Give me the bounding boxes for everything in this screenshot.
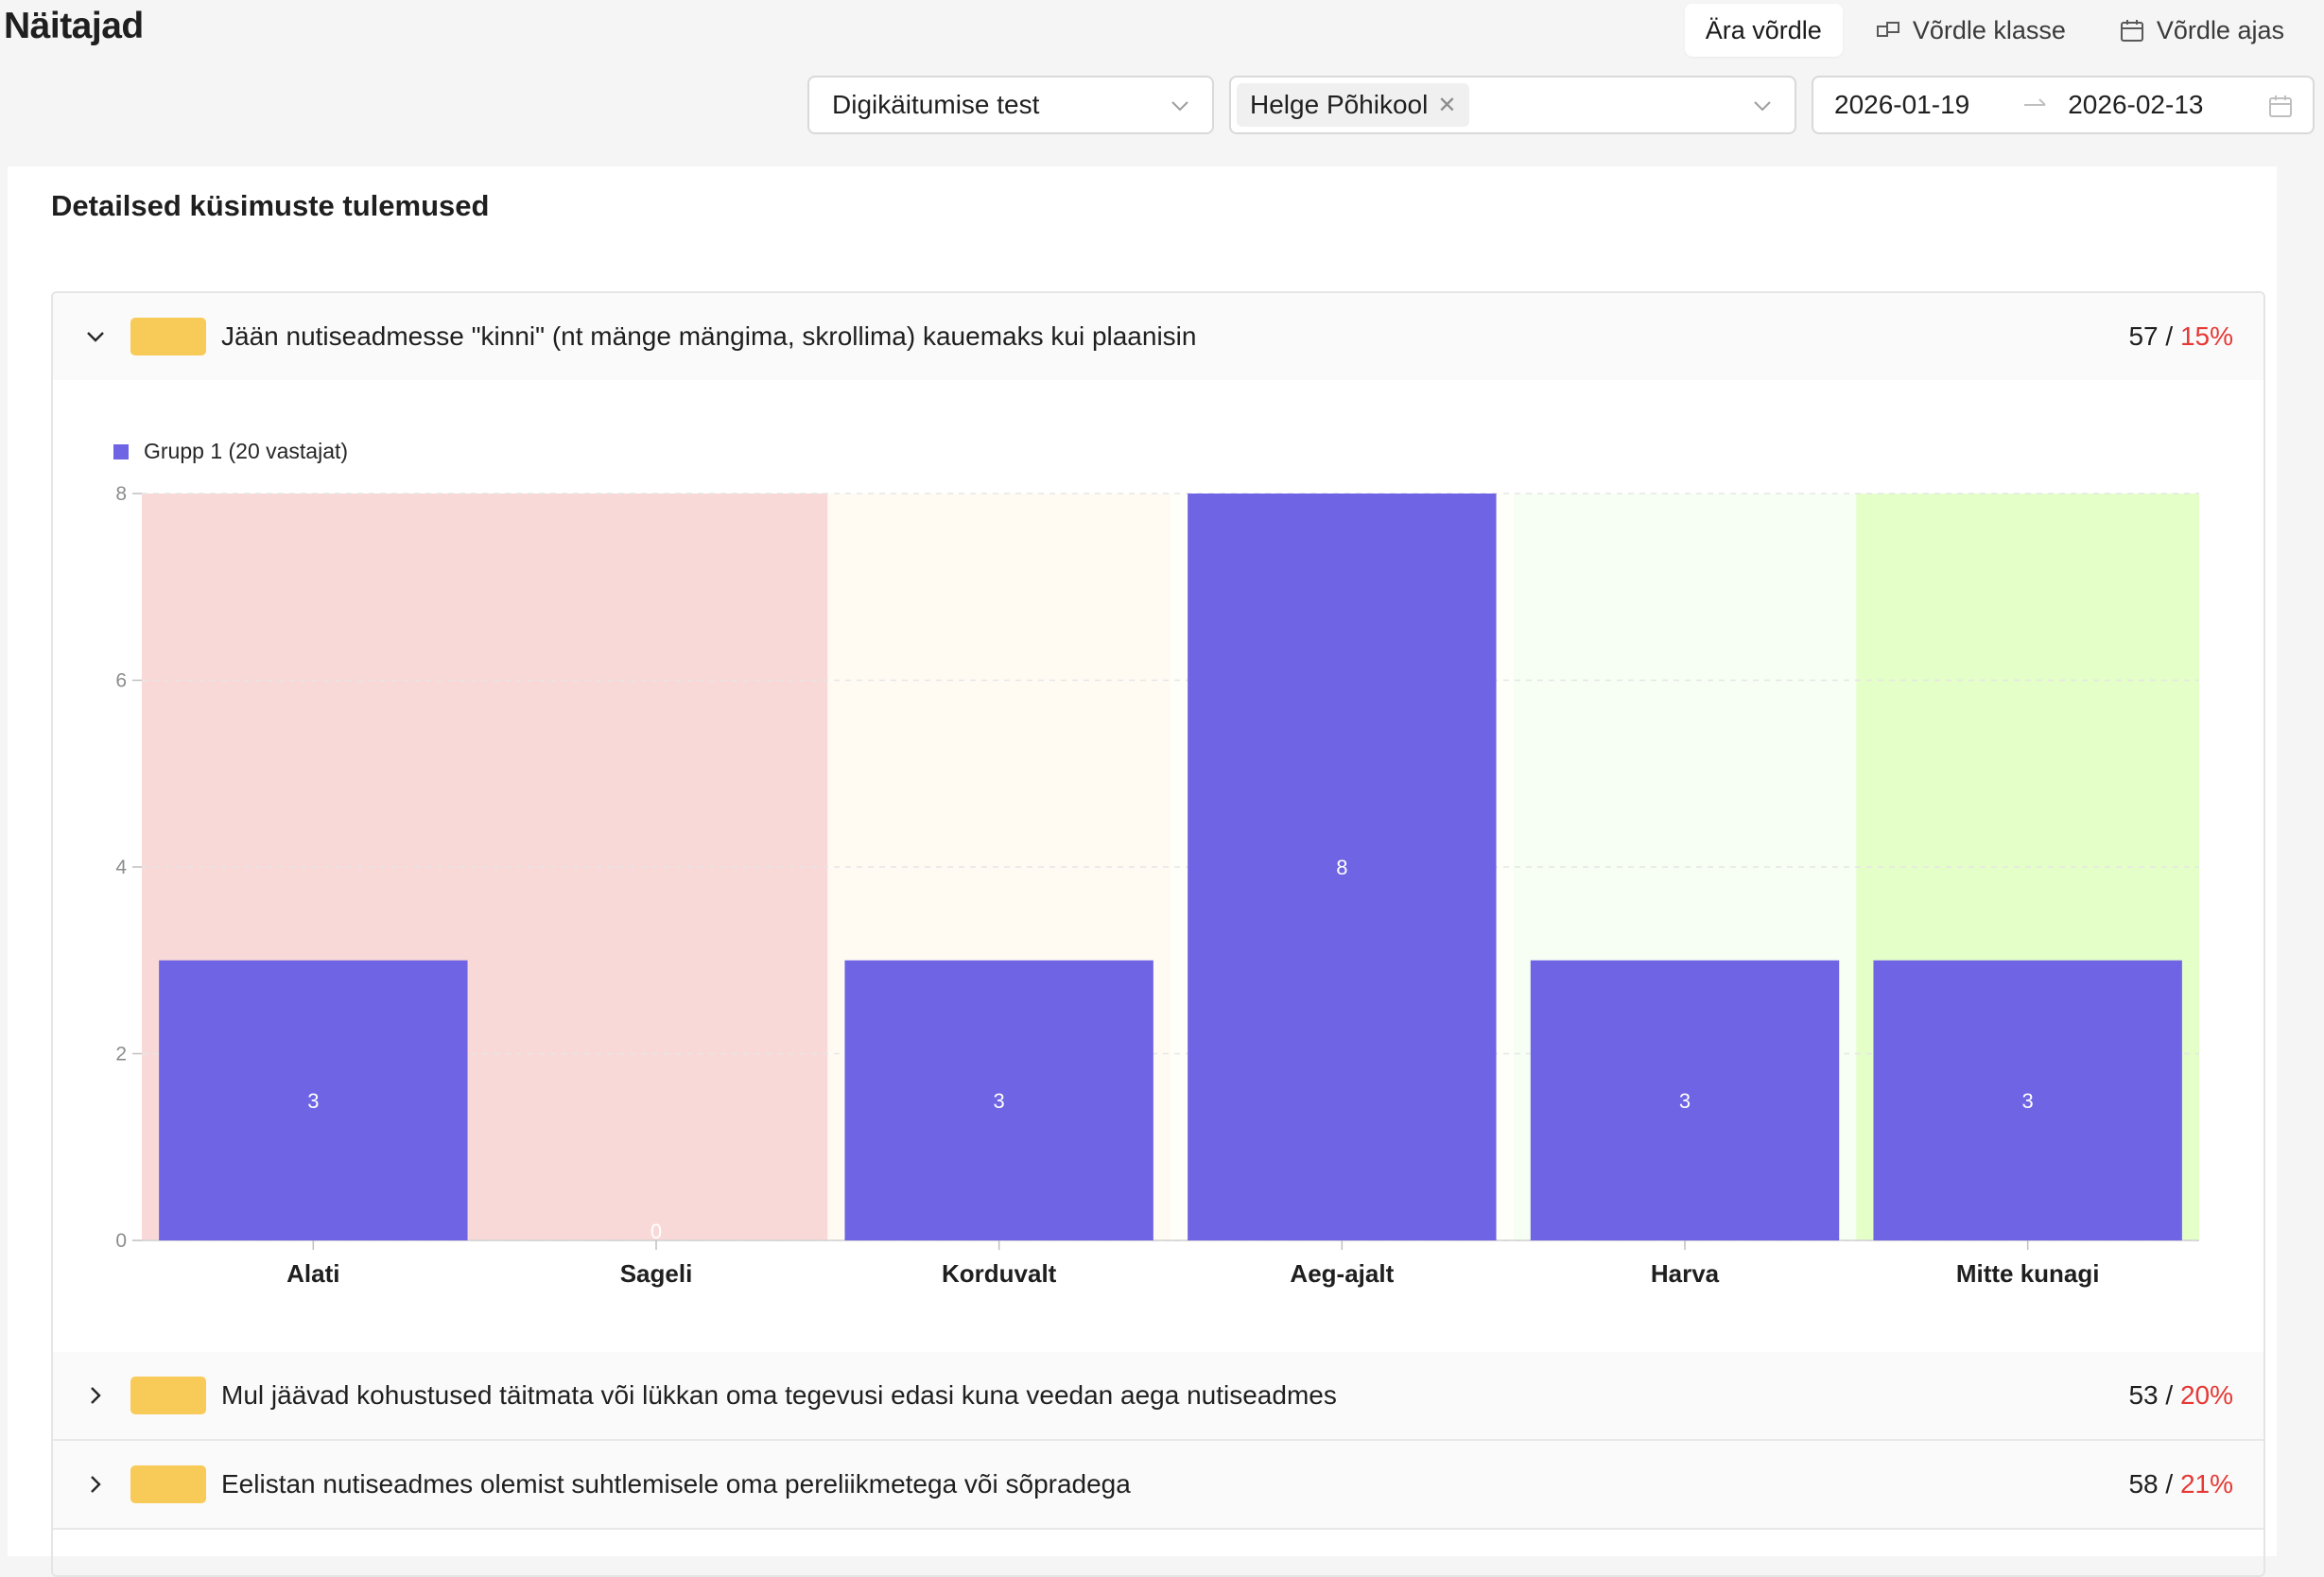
question-text: Mul jäävad kohustused täitmata või lükka… [221,1380,1337,1410]
no-compare-button[interactable]: Ära võrdle [1684,4,1843,57]
filter-bar: Digikäitumise test Helge Põhikool ✕ 2026… [0,76,2324,136]
question-score: 53 / 20% [2128,1380,2233,1410]
question-text: Jään nutiseadmesse "kinni" (nt mänge män… [221,321,1197,351]
calendar-icon [2269,95,2292,117]
compare-time-button[interactable]: Võrdle ajas [2098,4,2305,57]
chevron-right-icon[interactable] [81,1381,110,1410]
question-row[interactable]: Mul jäävad kohustused täitmata või lükka… [53,1352,2263,1441]
data-label: 3 [994,1089,1005,1113]
question-text: Eelistan nutiseadmes olemist suhtlemisel… [221,1469,1131,1499]
compare-classes-label: Võrdle klasse [1912,15,2066,44]
score-percent: 15% [2179,321,2233,351]
no-compare-label: Ära võrdle [1705,15,1822,44]
score-value: 58 [2128,1469,2159,1499]
arrow-right-icon [2024,98,2046,106]
questions-panel: Jään nutiseadmesse "kinni" (nt mänge män… [51,291,2265,1577]
compare-classes-icon [1876,22,1899,37]
legend-swatch [113,443,129,459]
bar-chart: Grupp 1 (20 vastajat) 0 2 4 6 8 3 Alati 0 Sageli… [53,380,2263,1354]
chart-svg: 0 2 4 6 8 3 Alati 0 Sageli 3 Korduvalt 8 Aeg-ajalt 3 H… [115,483,2199,1288]
question-score: 58 / 21% [2128,1469,2233,1499]
chart-legend[interactable]: Grupp 1 (20 vastajat) [113,439,348,464]
compare-mode-switch: Ära võrdle Võrdle klasse Võrdle ajas [1684,4,2305,57]
chevron-right-icon[interactable] [81,1470,110,1499]
score-value: 53 [2128,1380,2159,1410]
question-color-badge [130,1377,206,1414]
bar [1188,494,1497,1240]
chevron-down-icon [1171,101,1188,112]
bar [844,960,1153,1240]
page-title: Näitajad [4,6,144,46]
x-tick-label: Alati [286,1259,339,1288]
test-select[interactable]: Digikäitumise test [807,76,1214,134]
date-end[interactable]: 2026-02-13 [2068,90,2204,119]
compare-classes-button[interactable]: Võrdle klasse [1854,4,2087,57]
bar [159,960,468,1240]
close-icon[interactable]: ✕ [1437,92,1457,118]
test-select-value: Digikäitumise test [832,90,1040,119]
score-percent: 20% [2179,1380,2233,1410]
chevron-down-icon[interactable] [81,322,110,351]
data-label: 3 [307,1089,319,1113]
data-label: 8 [1336,856,1347,879]
question-row[interactable]: Jään nutiseadmesse "kinni" (nt mänge män… [53,293,2263,382]
school-tag: Helge Põhikool ✕ [1237,83,1470,127]
date-start[interactable]: 2026-01-19 [1834,90,1970,119]
results-card: Detailsed küsimuste tulemused Jään nutis… [8,166,2277,1577]
bar [1530,960,1840,1240]
y-tick-label: 6 [115,670,127,692]
x-tick-label: Harva [1651,1259,1720,1288]
question-color-badge [130,1465,206,1503]
y-tick-label: 0 [115,1230,127,1252]
bar [1873,960,2182,1240]
legend-label: Grupp 1 (20 vastajat) [144,439,349,463]
score-value: 57 [2128,321,2159,351]
chevron-down-icon [1754,101,1771,112]
y-tick-label: 8 [115,483,127,505]
question-row[interactable]: Eelistan nutiseadmes olemist suhtlemisel… [53,1441,2263,1530]
score-percent: 21% [2179,1469,2233,1499]
calendar-icon [2120,20,2143,42]
x-tick-label: Korduvalt [942,1259,1057,1288]
school-select[interactable]: Helge Põhikool ✕ [1229,76,1796,134]
data-label: 0 [650,1220,662,1243]
date-range-picker[interactable]: 2026-01-19 2026-02-13 [1812,76,2315,134]
question-color-badge [130,318,206,355]
x-tick-label: Mitte kunagi [1956,1259,2100,1288]
card-title: Detailsed küsimuste tulemused [51,189,490,222]
y-tick-label: 4 [115,857,127,878]
data-label: 3 [1679,1089,1691,1113]
x-tick-label: Sageli [620,1259,693,1288]
question-score: 57 / 15% [2128,321,2233,351]
y-tick-label: 2 [115,1044,127,1066]
school-tag-label: Helge Põhikool [1250,90,1429,119]
data-label: 3 [2022,1089,2034,1113]
x-tick-label: Aeg-ajalt [1290,1259,1394,1288]
compare-time-label: Võrdle ajas [2156,15,2284,44]
